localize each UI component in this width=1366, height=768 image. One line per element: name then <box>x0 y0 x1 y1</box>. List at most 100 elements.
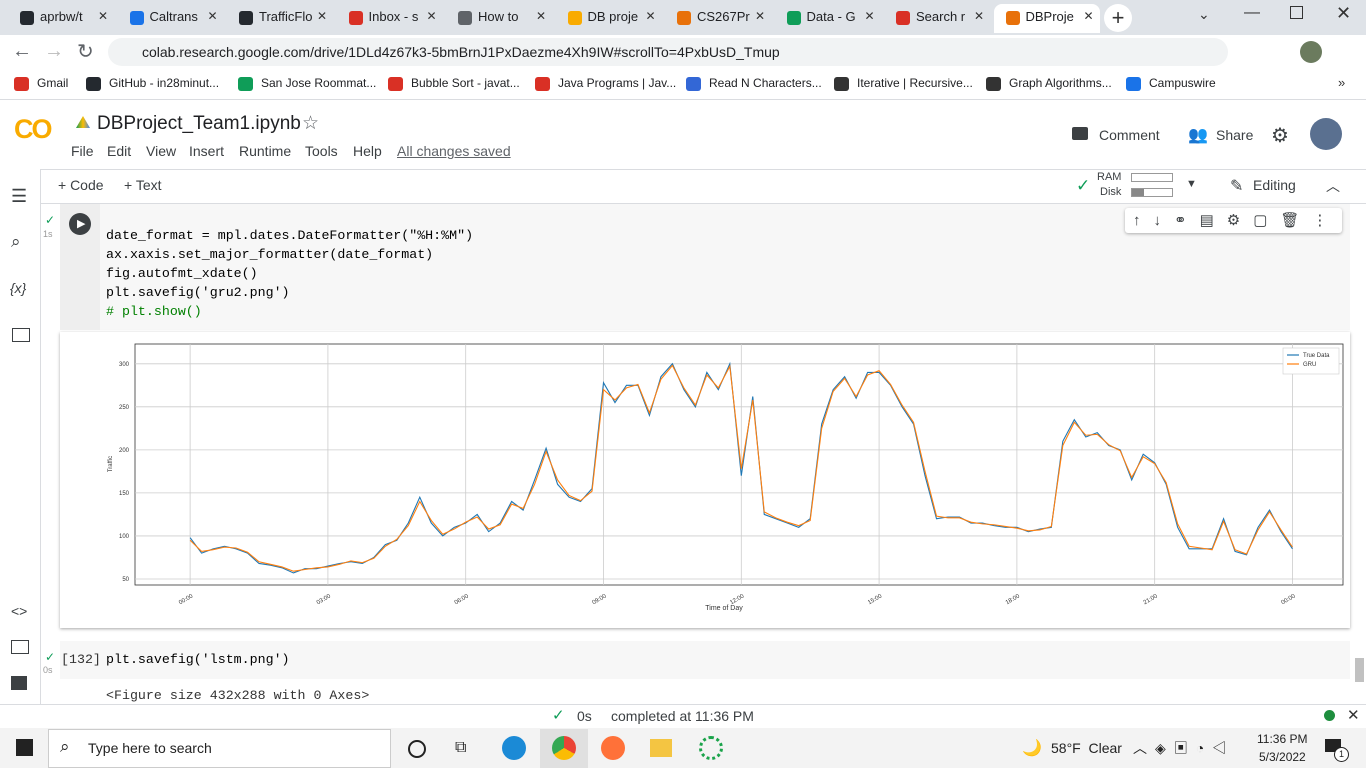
save-status[interactable]: All changes saved <box>397 143 511 159</box>
files-icon[interactable] <box>12 328 30 342</box>
data-line <box>189 364 1293 572</box>
explorer-app[interactable] <box>650 739 672 757</box>
code-snippets-icon[interactable]: <> <box>11 603 28 619</box>
menu-item[interactable]: Runtime <box>239 143 292 159</box>
ram-meter <box>1131 173 1173 182</box>
chrome-app[interactable] <box>552 736 576 760</box>
code-cell[interactable] <box>60 641 1350 679</box>
bookmarks-more[interactable]: » <box>1338 75 1346 90</box>
address-bar[interactable] <box>108 38 1228 66</box>
bookmark[interactable]: Read N Characters... <box>709 76 822 90</box>
firefox-app[interactable] <box>601 736 625 760</box>
tab-close[interactable]: ✕ <box>1083 9 1094 23</box>
search-placeholder[interactable]: Type here to search <box>88 740 212 756</box>
cell-toolbar-icons[interactable]: ↑↓⚭▤⚙▢🗑⋮ <box>1133 212 1341 229</box>
tab-search[interactable]: ⌄ <box>1198 6 1210 22</box>
editing-mode[interactable]: Editing <box>1253 177 1296 193</box>
browser-tab[interactable]: DB proje <box>587 9 639 24</box>
command-palette-icon[interactable] <box>11 640 29 654</box>
tab-close[interactable]: ✕ <box>864 9 875 23</box>
cortana[interactable] <box>408 740 426 758</box>
reload-button[interactable]: ↻ <box>77 41 94 63</box>
browser-tab[interactable]: Caltrans <box>149 9 198 24</box>
clock-date[interactable]: 5/3/2022 <box>1259 750 1306 764</box>
legend-label: True Data <box>1303 353 1330 359</box>
menu-item[interactable]: Insert <box>189 143 225 159</box>
task-view[interactable]: ⧉ <box>455 739 467 756</box>
menu-item[interactable]: Edit <box>107 143 132 159</box>
code-line: fig.autofmt_xdate() <box>106 266 258 281</box>
menu-item[interactable]: Tools <box>305 143 338 159</box>
tab-close[interactable]: ✕ <box>645 9 656 23</box>
tab-close[interactable]: ✕ <box>755 9 766 23</box>
restore[interactable] <box>1290 6 1303 19</box>
cell-output: <Figure size 432x288 with 0 Axes> <box>106 688 370 703</box>
tab-close[interactable]: ✕ <box>974 9 985 23</box>
tab-close[interactable]: ✕ <box>536 9 547 23</box>
x-tick-label: 06:00 <box>454 593 471 606</box>
tab-close[interactable]: ✕ <box>207 9 218 23</box>
bookmark[interactable]: GitHub - in28minut... <box>109 76 220 90</box>
app-icon[interactable] <box>699 736 723 760</box>
bookmark-icon <box>986 77 1001 91</box>
runtime-dropdown[interactable]: ▼ <box>1186 178 1197 190</box>
back-button[interactable]: ← <box>12 40 32 62</box>
add-code[interactable]: + Code <box>58 177 104 193</box>
edge-app[interactable] <box>502 736 526 760</box>
connected-check: ✓ <box>1076 176 1091 195</box>
menu-item[interactable]: File <box>71 143 94 159</box>
tray-icons[interactable]: ︿◈▣◔◁ <box>1133 740 1235 756</box>
weather[interactable]: 58°F Clear <box>1051 740 1122 756</box>
browser-tab[interactable]: Search r <box>916 9 966 24</box>
menu-item[interactable]: View <box>146 143 177 159</box>
tab-close[interactable]: ✕ <box>426 9 437 23</box>
notebook-title[interactable]: DBProject_Team1.ipynb <box>97 113 301 134</box>
bookmark-icon <box>535 77 550 91</box>
bookmark[interactable]: Gmail <box>37 76 69 90</box>
collapse-header[interactable]: ︿ <box>1326 178 1340 194</box>
settings[interactable]: ⚙ <box>1271 125 1289 147</box>
close-status[interactable]: ✕ <box>1347 707 1360 724</box>
url[interactable]: colab.research.google.com/drive/1DLd4z67… <box>142 44 780 60</box>
browser-tab[interactable]: DBProje <box>993 4 1100 33</box>
bookmark[interactable]: Bubble Sort - javat... <box>411 76 520 90</box>
browser-tab[interactable]: TrafficFlo <box>259 9 313 24</box>
divider <box>0 99 1366 100</box>
profile-avatar[interactable] <box>1300 41 1322 63</box>
tab-close[interactable]: ✕ <box>317 9 328 23</box>
run-button[interactable] <box>69 213 91 235</box>
browser-tab[interactable]: aprbw/t <box>40 9 83 24</box>
bookmark[interactable]: San Jose Roommat... <box>261 76 377 90</box>
variables-icon[interactable]: {x} <box>10 280 27 296</box>
browser-tab[interactable]: CS267Pr <box>697 9 750 24</box>
forward-button[interactable]: → <box>44 40 64 62</box>
share-button[interactable]: Share <box>1216 127 1254 143</box>
menu-item[interactable]: Help <box>353 143 382 159</box>
x-tick-label: 00:00 <box>1280 593 1297 606</box>
chart: Time of Day Traffic 50 100 150 200 250 300 00:… <box>108 343 1344 612</box>
browser-tab[interactable]: Inbox - s <box>368 9 419 24</box>
browser-tab[interactable]: Data - G <box>806 9 856 24</box>
browser-tab[interactable]: How to <box>478 9 519 24</box>
search-icon[interactable]: ⌕ <box>11 232 21 251</box>
scrollbar[interactable] <box>1355 658 1364 682</box>
bookmark[interactable]: Graph Algorithms... <box>1009 76 1112 90</box>
bookmark-icon <box>686 77 701 91</box>
add-text[interactable]: + Text <box>124 177 162 193</box>
bookmark[interactable]: Campuswire <box>1149 76 1216 90</box>
colab-logo[interactable]: CO <box>14 114 52 144</box>
y-tick-label: 50 <box>122 577 129 583</box>
toc-icon[interactable]: ☰ <box>11 186 28 206</box>
start-button[interactable] <box>16 739 33 756</box>
account-avatar[interactable] <box>1310 118 1342 150</box>
terminal-icon[interactable] <box>11 676 27 690</box>
tab-close[interactable]: ✕ <box>98 9 109 23</box>
clock-time[interactable]: 11:36 PM <box>1257 732 1308 746</box>
new-tab-button[interactable]: + <box>1104 4 1132 32</box>
minimize[interactable]: — <box>1244 4 1260 21</box>
star[interactable]: ☆ <box>302 113 320 134</box>
comment-button[interactable]: Comment <box>1099 127 1160 143</box>
bookmark[interactable]: Java Programs | Jav... <box>558 76 677 90</box>
close-window[interactable]: ✕ <box>1336 3 1352 23</box>
bookmark[interactable]: Iterative | Recursive... <box>857 76 973 90</box>
